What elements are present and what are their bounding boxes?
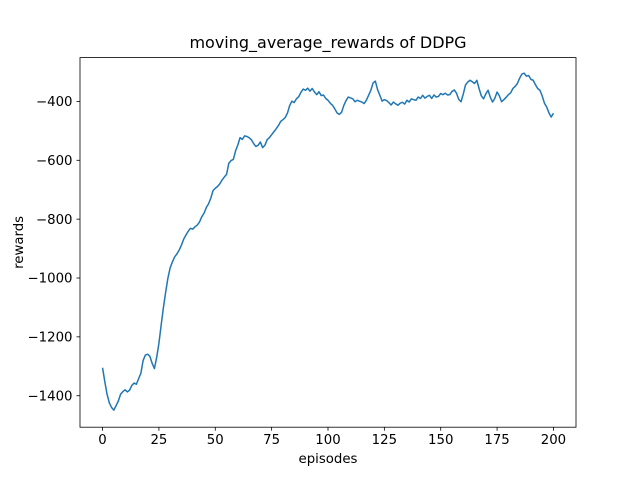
y-tick-label: −400 xyxy=(36,95,73,110)
x-tick-label: 50 xyxy=(207,433,224,448)
axes: 0 25 50 75 100 125 150 175 200 −400 −600 −800 −1000 −… xyxy=(28,57,577,448)
y-tick-label: −1200 xyxy=(28,330,73,345)
series-line-moving_average_rewards xyxy=(101,72,555,411)
chart-title: moving_average_rewards of DDPG xyxy=(189,33,466,53)
x-tick-label: 25 xyxy=(150,433,167,448)
plot-border xyxy=(79,57,577,428)
x-tick-label: 100 xyxy=(315,433,340,448)
y-axis-label: rewards xyxy=(12,216,27,269)
y-tick-label: −1400 xyxy=(28,389,73,404)
x-tick-label: 75 xyxy=(263,433,280,448)
x-axis-label: episodes xyxy=(299,452,358,467)
x-tick-label: 125 xyxy=(372,433,397,448)
y-tick-label: −800 xyxy=(36,213,73,228)
x-tick-label: 0 xyxy=(98,433,106,448)
x-tick-label: 200 xyxy=(541,433,566,448)
y-tick-label: −600 xyxy=(36,154,73,169)
x-tick-label: 150 xyxy=(428,433,453,448)
x-tick-label: 175 xyxy=(484,433,509,448)
y-tick-label: −1000 xyxy=(28,272,73,287)
